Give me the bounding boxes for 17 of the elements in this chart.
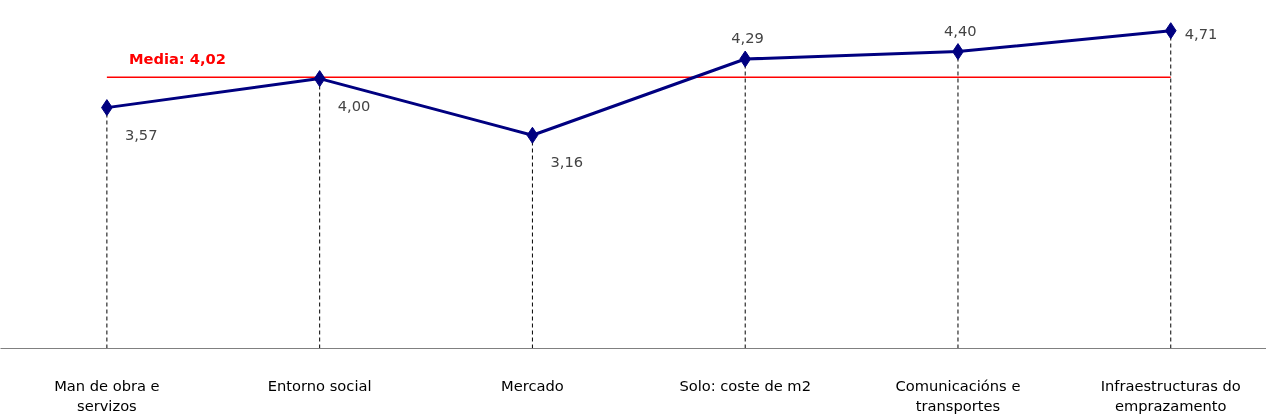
point	[313, 70, 326, 88]
data-label: 4,29	[731, 29, 764, 47]
point	[739, 50, 752, 68]
x-tick-label: Man de obra e servizos	[54, 376, 160, 414]
data-label: 4,40	[943, 21, 977, 39]
data-label: 4,00	[337, 96, 371, 114]
ref-line-label: Media: 4,02	[128, 50, 226, 68]
x-tick-label: Comunicacións e transportes	[895, 376, 1021, 414]
x-tick-label: Solo: coste de m2	[679, 376, 811, 394]
data-label: 3,57	[124, 125, 158, 143]
data-label: 4,71	[1184, 24, 1218, 42]
point	[526, 126, 539, 144]
x-tick-label: Mercado	[501, 376, 564, 394]
data-label: 3,16	[550, 153, 584, 171]
x-tick-label: Entorno social	[267, 376, 372, 394]
x-tick-label: Infraestructuras do emprazamento	[1100, 376, 1241, 414]
point	[1164, 22, 1177, 40]
